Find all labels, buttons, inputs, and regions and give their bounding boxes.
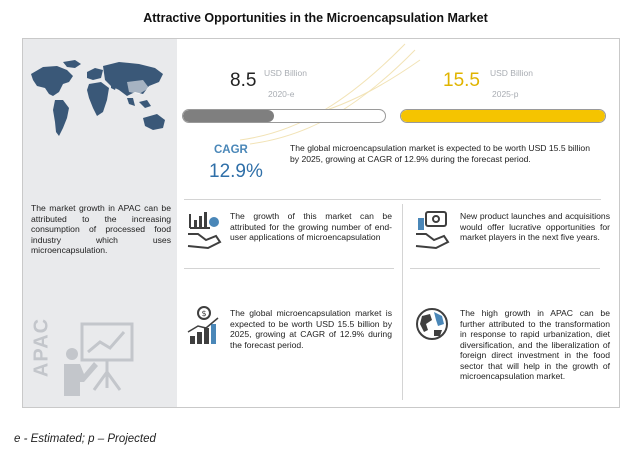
globe-icon <box>414 306 450 342</box>
apac-description: The market growth in APAC can be attribu… <box>31 203 171 256</box>
decorative-curve-lines <box>239 43 421 145</box>
block-apac-growth: The high growth in APAC can be further a… <box>460 308 610 381</box>
divider <box>402 204 403 400</box>
presentation-board-icon <box>60 318 150 396</box>
stat-2020-value: 8.5 <box>230 70 257 91</box>
market-summary: The global microencapsulation market is … <box>290 143 590 164</box>
block-market-worth: The global microencapsulation market is … <box>230 308 392 350</box>
svg-text:$: $ <box>201 309 206 318</box>
divider <box>410 268 600 269</box>
stat-2020-year: 2020-e <box>268 89 295 99</box>
cagr-value: 12.9% <box>209 161 263 182</box>
cagr-label: CAGR <box>214 144 248 156</box>
divider <box>184 199 601 200</box>
stat-2020-unit: USD Billion <box>264 68 307 78</box>
block-product-launches: New product launches and acquisitions wo… <box>460 211 610 242</box>
stat-2025-year: 2025-p <box>492 89 519 99</box>
stat-2025-bar-fill <box>401 110 605 122</box>
stat-2025-value: 15.5 <box>443 70 480 91</box>
money-hand-icon <box>414 210 452 250</box>
stat-2020-bar-fill <box>183 110 274 122</box>
stat-2025-unit: USD Billion <box>490 68 533 78</box>
block-end-user-growth: The growth of this market can be attribu… <box>230 211 392 242</box>
chart-hand-icon <box>186 210 222 250</box>
apac-label: APAC <box>30 317 53 378</box>
infographic-frame <box>22 38 620 408</box>
page-title: Attractive Opportunities in the Microenc… <box>143 11 488 25</box>
footnote: e - Estimated; p – Projected <box>14 433 156 445</box>
divider <box>184 268 394 269</box>
stat-2025-bar <box>400 109 606 123</box>
growth-chart-icon: $ <box>186 306 222 346</box>
stat-2020-bar <box>182 109 386 123</box>
world-map-icon <box>23 52 177 162</box>
